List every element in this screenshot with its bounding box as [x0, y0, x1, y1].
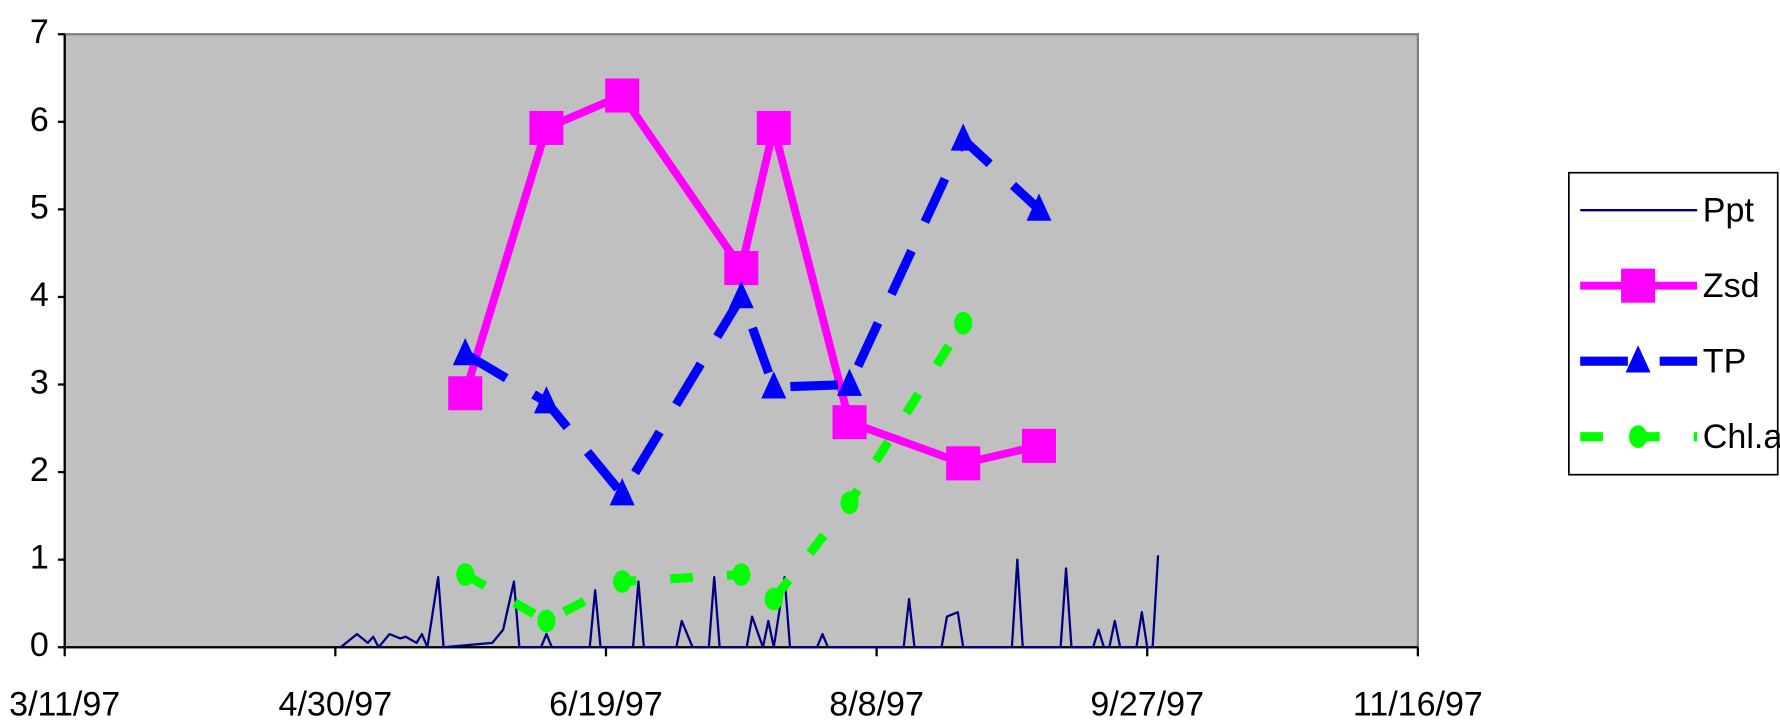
y-tick-label: 2	[30, 451, 49, 489]
plot: 0 1 2 3 4 5 6 7 3/11/97 4/30/97 6/19/97 8/8/97 9/27/…	[9, 13, 1483, 723]
marker-triangle	[533, 386, 559, 414]
legend: Ppt Zsd TP Chl.a	[1580, 191, 1780, 456]
marker-square	[529, 110, 564, 145]
marker-triangle	[950, 123, 976, 151]
legend-box	[1568, 171, 1779, 476]
legend-label: TP	[1703, 342, 1747, 380]
marker-triangle	[837, 368, 863, 396]
marker-circle	[1629, 425, 1648, 449]
x-tick-label: 6/19/97	[549, 685, 663, 723]
y-tick-label: 6	[30, 101, 49, 139]
marker-circle	[954, 311, 973, 335]
marker-square	[724, 251, 759, 286]
legend-label: Ppt	[1703, 191, 1755, 229]
y-tick-label: 5	[30, 188, 49, 226]
marker-circle	[613, 570, 632, 593]
marker-triangle	[728, 281, 754, 309]
marker-triangle	[1625, 345, 1651, 373]
marker-circle	[840, 491, 859, 515]
marker-square	[1021, 428, 1057, 463]
marker-square	[946, 446, 981, 481]
marker-triangle	[609, 478, 635, 506]
y-tick-label: 0	[30, 626, 49, 664]
x-tick-label: 8/8/97	[829, 685, 924, 723]
x-tick-label: 4/30/97	[279, 685, 393, 723]
series-line	[340, 555, 1160, 649]
y-tick-label: 1	[30, 539, 49, 577]
x-tick-label: 11/16/97	[1353, 685, 1483, 723]
legend-label: Zsd	[1703, 267, 1760, 305]
x-tick-label: 9/27/97	[1090, 685, 1204, 723]
series-line	[462, 134, 1043, 499]
marker-triangle	[761, 371, 787, 399]
marker-square	[1621, 268, 1656, 303]
marker-square	[605, 78, 640, 113]
plot-area	[63, 33, 1420, 649]
marker-circle	[456, 563, 475, 586]
marker-triangle	[1026, 193, 1052, 221]
marker-circle	[732, 563, 751, 586]
legend-label: Chl.a	[1703, 418, 1780, 456]
marker-circle	[537, 609, 556, 633]
x-tick-label: 3/11/97	[9, 685, 120, 723]
y-tick-label: 4	[30, 276, 49, 314]
marker-triangle	[452, 337, 478, 366]
marker-square	[756, 110, 791, 145]
y-tick-label: 7	[30, 13, 49, 51]
marker-square	[832, 405, 867, 440]
marker-square	[448, 376, 483, 411]
marker-circle	[764, 587, 783, 611]
y-tick-label: 3	[30, 364, 49, 402]
